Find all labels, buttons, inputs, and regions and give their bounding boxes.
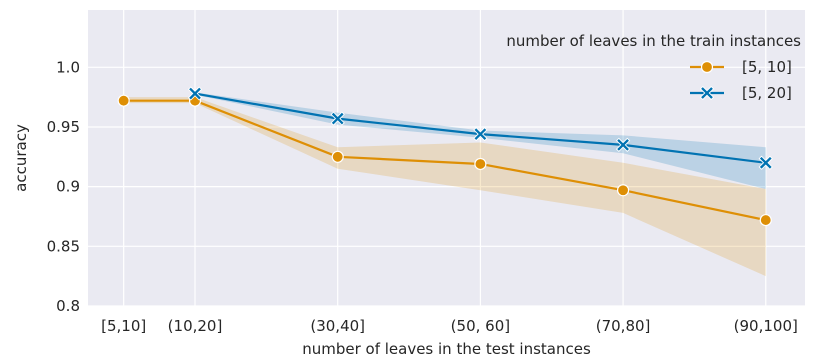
grid (88, 10, 805, 307)
x-axis-ticks: [5,10] (10,20] (30,40] (50, 60] (70,80] (90,1… (101, 317, 798, 335)
x-axis-label: number of leaves in the test instances (302, 340, 591, 358)
x-tick-label: (50, 60] (451, 317, 510, 335)
y-tick-label: 0.95 (47, 118, 80, 136)
data-point (759, 213, 772, 227)
data-point (758, 155, 773, 170)
x-tick-label: [5,10] (101, 317, 146, 335)
data-point (615, 137, 631, 153)
data-point (187, 86, 203, 101)
legend-marker (700, 60, 714, 74)
legend-title: number of leaves in the train instances (506, 32, 801, 50)
legend: number of leaves in the train instances … (506, 32, 801, 102)
series-markers (117, 86, 773, 227)
y-axis-label: accuracy (12, 124, 30, 192)
series-line (123, 99, 766, 222)
x-tick-label: (30,40] (310, 317, 365, 335)
y-axis-ticks: 0.8 0.85 0.9 0.95 1.0 (47, 58, 80, 315)
legend-label: [5, 20] (742, 84, 792, 102)
y-tick-label: 0.9 (56, 178, 80, 196)
confidence-band (123, 97, 766, 277)
data-point (330, 111, 345, 126)
data-point (117, 94, 130, 107)
x-tick-label: (10,20] (168, 317, 223, 335)
x-tick-label: (70,80] (596, 317, 651, 335)
y-tick-label: 1.0 (56, 58, 80, 76)
plot-background (88, 10, 805, 306)
y-tick-label: 0.85 (47, 237, 80, 255)
data-point (616, 184, 630, 197)
y-tick-label: 0.8 (56, 297, 80, 315)
x-tick-label: (90,100] (734, 317, 798, 335)
legend-label: [5, 10] (742, 58, 792, 76)
data-point (474, 157, 487, 171)
data-point (331, 150, 344, 163)
legend-marker (699, 85, 715, 101)
data-point (473, 126, 488, 142)
